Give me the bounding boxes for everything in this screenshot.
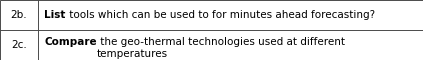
Text: Compare: Compare — [44, 37, 97, 47]
Text: 2c.: 2c. — [11, 40, 27, 50]
Text: the geo-thermal technologies used at different
temperatures: the geo-thermal technologies used at dif… — [97, 37, 345, 59]
Text: 2b.: 2b. — [11, 10, 27, 20]
Text: tools which can be used to for minutes ahead forecasting?: tools which can be used to for minutes a… — [66, 10, 375, 20]
Text: List: List — [44, 10, 66, 20]
